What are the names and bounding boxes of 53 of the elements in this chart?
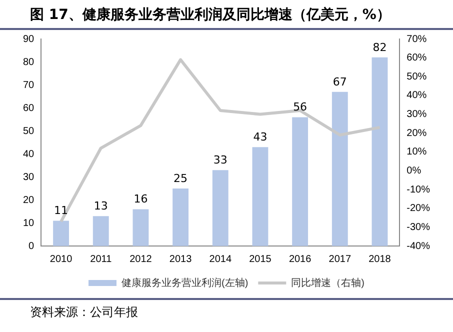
bar bbox=[212, 170, 228, 246]
data-label: 11 bbox=[54, 204, 68, 218]
data-label: 67 bbox=[332, 75, 347, 88]
bar bbox=[92, 216, 109, 246]
y-tick-label: 80 bbox=[23, 56, 35, 68]
y-tick-label: 50 bbox=[23, 126, 35, 137]
data-label: 56 bbox=[293, 100, 308, 114]
x-tick-label: 2015 bbox=[249, 254, 272, 265]
x-tick-label: 2011 bbox=[90, 254, 112, 265]
y-tick-label: 90 bbox=[23, 34, 35, 45]
data-label: 25 bbox=[174, 172, 188, 185]
bar bbox=[332, 92, 348, 246]
y2-tick-label: 40% bbox=[406, 90, 427, 102]
y-tick-label: 30 bbox=[23, 172, 35, 183]
x-tick-label: 2018 bbox=[368, 254, 392, 265]
bar bbox=[252, 147, 268, 246]
x-tick-label: 2017 bbox=[328, 254, 352, 265]
y-tick-label: 10 bbox=[23, 218, 35, 229]
data-label: 33 bbox=[213, 153, 228, 166]
y2-tick-label: 70% bbox=[406, 34, 427, 45]
x-tick-label: 2014 bbox=[209, 254, 232, 265]
y2-tick-label: 60% bbox=[406, 52, 427, 64]
y2-tick-label: 10% bbox=[406, 146, 427, 158]
y-tick-label: 70 bbox=[23, 80, 35, 91]
bar bbox=[292, 117, 308, 246]
legend-label: 同比增速（右轴) bbox=[291, 276, 365, 289]
y2-tick-label: -10% bbox=[406, 184, 430, 196]
y-tick-label: 60 bbox=[23, 102, 35, 114]
legend-label: 健康服务业务营业利润(左轴) bbox=[122, 276, 248, 289]
x-tick-label: 2012 bbox=[130, 254, 152, 265]
y-tick-label: 20 bbox=[23, 194, 35, 206]
data-label: 43 bbox=[253, 130, 268, 144]
y-tick-label: 40 bbox=[23, 148, 35, 160]
y2-tick-label: -30% bbox=[406, 222, 430, 233]
bar bbox=[372, 57, 388, 246]
y2-tick-label: 0% bbox=[406, 165, 422, 176]
bar bbox=[172, 188, 189, 246]
y-tick-label: 0 bbox=[28, 240, 35, 252]
y2-tick-label: -40% bbox=[406, 240, 430, 252]
y2-tick-label: 20% bbox=[406, 128, 427, 139]
bar bbox=[132, 209, 149, 246]
data-label: 82 bbox=[372, 40, 387, 54]
x-tick-label: 2016 bbox=[288, 254, 312, 265]
y2-tick-label: 50% bbox=[406, 71, 427, 82]
x-tick-label: 2013 bbox=[169, 254, 192, 265]
x-tick-label: 2010 bbox=[50, 254, 73, 265]
y2-tick-label: -20% bbox=[406, 203, 430, 214]
y2-tick-label: 30% bbox=[406, 109, 427, 120]
data-label: 16 bbox=[134, 192, 148, 206]
chart-title: 图 17、健康服务业务营业利润及同比增速（亿美元，%） bbox=[0, 0, 453, 30]
bar bbox=[53, 220, 70, 246]
data-label: 13 bbox=[94, 199, 108, 212]
text: 资料来源：公司年报 bbox=[0, 298, 453, 321]
